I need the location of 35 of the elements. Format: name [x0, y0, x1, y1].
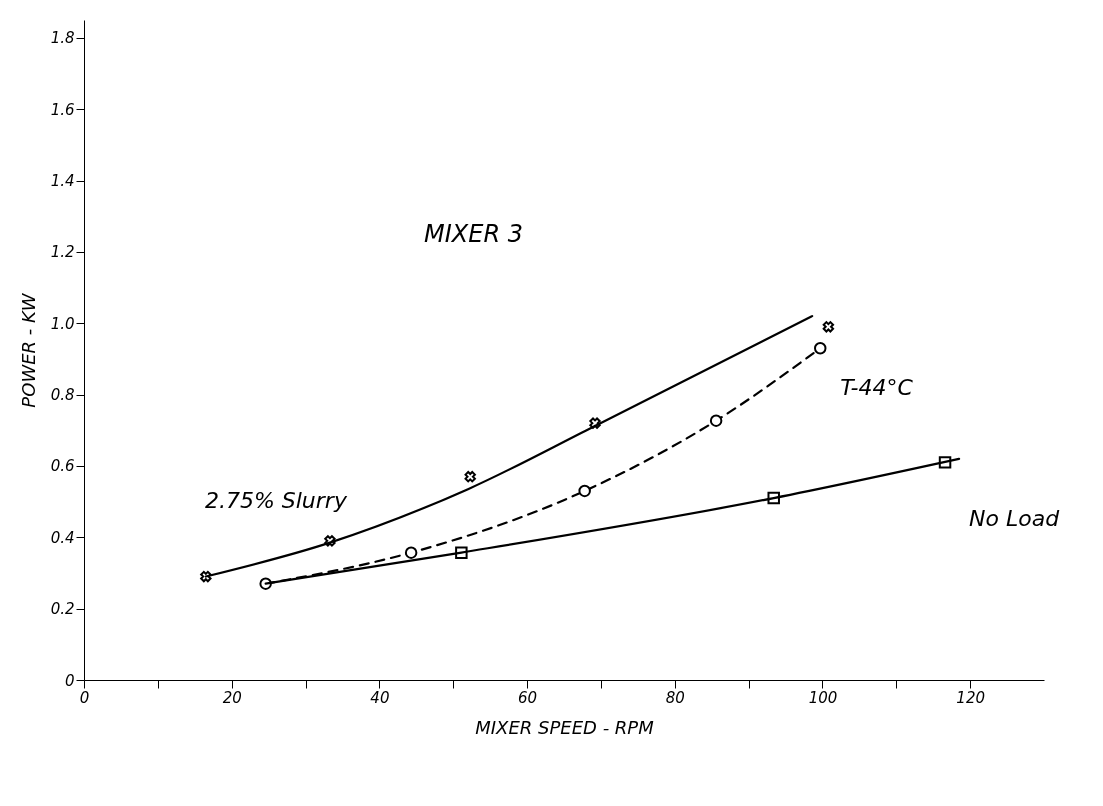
y-tick-label: 1.4 — [50, 172, 75, 191]
point — [200, 570, 212, 583]
y-tick-label: 0.4 — [50, 528, 75, 547]
x-tick-label: 100 — [808, 688, 838, 707]
x-tick-label: 40 — [370, 688, 390, 707]
x-tick-label: 20 — [222, 688, 242, 707]
y-axis-title: POWER - KW — [17, 292, 39, 408]
y-tick-label: 0.8 — [50, 386, 75, 405]
point — [589, 417, 601, 429]
x-tick-label: 80 — [665, 688, 685, 707]
point — [404, 546, 418, 559]
point — [938, 456, 952, 469]
y-tick-label: 1.6 — [50, 100, 75, 119]
x-tick-label: 60 — [518, 688, 538, 707]
y-tick-label: 0.6 — [50, 457, 75, 476]
point — [578, 484, 591, 498]
point — [822, 321, 835, 333]
x-tick-label: 0 — [79, 688, 90, 707]
point — [464, 470, 476, 483]
y-tick-label: 1.0 — [50, 314, 75, 333]
point — [324, 535, 336, 547]
annotation: MIXER 3 — [424, 220, 523, 248]
y-tick-label: 1.8 — [50, 29, 75, 48]
point — [709, 414, 723, 427]
series-label: T-44°C — [840, 375, 914, 401]
point — [767, 491, 780, 505]
point — [455, 546, 468, 559]
series-label: 2.75% Slurry — [204, 487, 348, 513]
point — [814, 341, 827, 355]
x-axis-title: MIXER SPEED - RPM — [475, 716, 655, 738]
y-tick-label: 1.2 — [50, 243, 75, 262]
text: No Load — [969, 505, 1061, 531]
y-tick-label: 0 — [64, 671, 75, 690]
y-tick-label: 0.2 — [50, 600, 75, 619]
x-tick-label: 120 — [956, 688, 985, 707]
